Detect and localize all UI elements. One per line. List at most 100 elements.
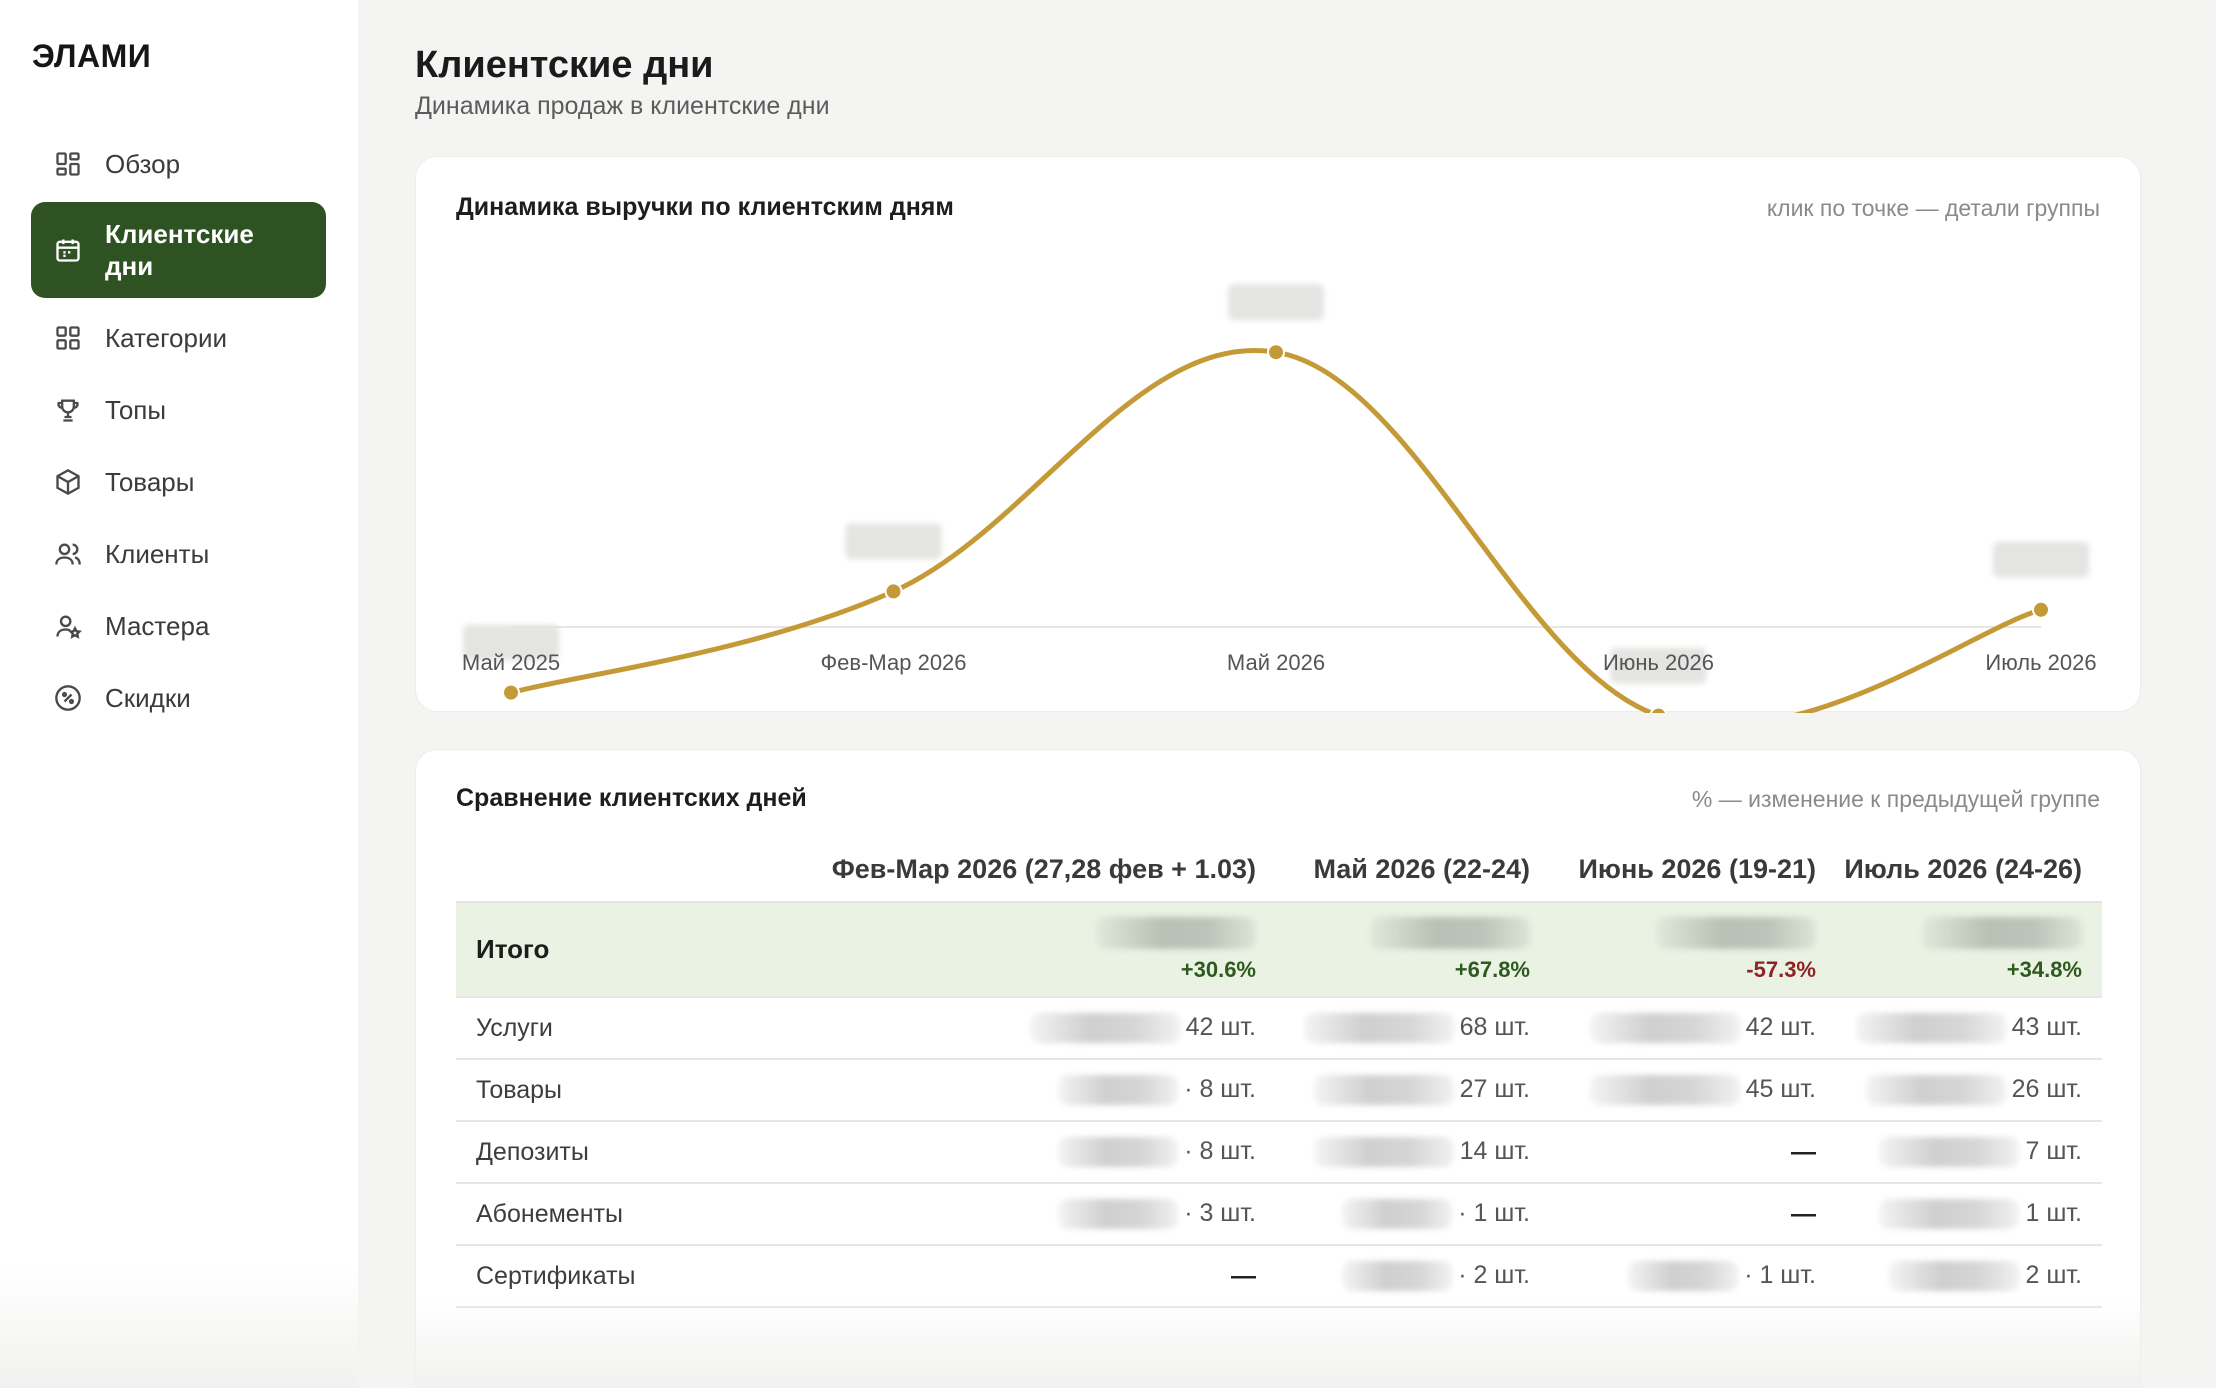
hidden-value bbox=[1058, 1137, 1179, 1168]
sidebar-item-discounts[interactable]: Скидки bbox=[31, 662, 326, 734]
quantity: 42 шт. bbox=[1745, 1012, 1816, 1041]
sidebar-item-label: Категории bbox=[105, 322, 227, 353]
table-row-total: Итого +30.6% +67.8% -57.3% +34.8% bbox=[456, 902, 2102, 998]
quantity: · 3 шт. bbox=[1184, 1198, 1256, 1227]
sidebar-item-products[interactable]: Товары bbox=[31, 446, 326, 518]
sidebar-item-label: Клиентские дни bbox=[105, 219, 254, 281]
table-cell: 42 шт. bbox=[792, 997, 1276, 1060]
table-cell: · 8 шт. bbox=[792, 1059, 1276, 1122]
data-point[interactable] bbox=[2032, 600, 2050, 619]
chart-card-hint: клик по точке — детали группы bbox=[1766, 195, 2100, 221]
sidebar-item-tops[interactable]: Топы bbox=[31, 374, 326, 446]
page-subtitle: Динамика продаж в клиентские дни bbox=[415, 92, 830, 120]
quantity: · 8 шт. bbox=[1184, 1136, 1256, 1165]
table-cell: 45 шт. bbox=[1550, 1059, 1836, 1122]
grid-icon bbox=[53, 323, 83, 353]
table-cell: 1 шт. bbox=[1836, 1183, 2102, 1246]
sidebar: ЭЛАМИ Обзор Клиентские дни Категории Топ… bbox=[0, 0, 358, 1388]
data-point[interactable] bbox=[1649, 706, 1668, 713]
sidebar-item-label: Товары bbox=[105, 466, 195, 497]
box-icon bbox=[53, 467, 83, 497]
sidebar-item-label: Скидки bbox=[105, 682, 191, 713]
quantity: · 2 шт. bbox=[1458, 1260, 1530, 1289]
quantity: 68 шт. bbox=[1459, 1012, 1530, 1041]
table-row: Товары · 8 шт. 27 шт. 45 шт. 26 шт. bbox=[456, 1059, 2102, 1122]
empty-dash: — bbox=[1791, 1137, 1816, 1166]
hidden-value-label bbox=[1610, 647, 1707, 684]
sidebar-item-clients[interactable]: Клиенты bbox=[31, 518, 326, 590]
table-cell: 14 шт. bbox=[1276, 1121, 1550, 1184]
empty-dash: — bbox=[1791, 1199, 1816, 1228]
sidebar-item-label: Мастера bbox=[105, 610, 210, 641]
bottom-fade bbox=[415, 1298, 2141, 1388]
row-label: Товары bbox=[456, 1059, 792, 1122]
hidden-value bbox=[1342, 1261, 1453, 1292]
data-point[interactable] bbox=[502, 683, 520, 702]
sidebar-item-label: Клиенты bbox=[105, 538, 210, 569]
user-star-icon bbox=[53, 611, 83, 641]
row-label: Итого bbox=[456, 902, 792, 998]
sidebar-item-client-days[interactable]: Клиентские дни bbox=[31, 202, 326, 298]
table-cell: 2 шт. bbox=[1836, 1245, 2102, 1308]
x-tick-label: Июль 2026 bbox=[1985, 650, 2096, 675]
hidden-value-label bbox=[463, 624, 559, 661]
hidden-value bbox=[1889, 1261, 2020, 1292]
hidden-value bbox=[1922, 916, 2082, 949]
hidden-value bbox=[1096, 916, 1256, 949]
quantity: 42 шт. bbox=[1185, 1012, 1256, 1041]
hidden-value bbox=[1656, 916, 1816, 949]
hidden-value-label bbox=[1228, 284, 1324, 321]
sidebar-item-categories[interactable]: Категории bbox=[31, 302, 326, 374]
users-icon bbox=[53, 539, 83, 569]
table-cell: 42 шт. bbox=[1550, 997, 1836, 1060]
data-point[interactable] bbox=[884, 582, 903, 601]
chart-card-title: Динамика выручки по клиентским дням bbox=[456, 193, 954, 221]
table-cell: 27 шт. bbox=[1276, 1059, 1550, 1122]
sidebar-item-masters[interactable]: Мастера bbox=[31, 590, 326, 662]
revenue-chart-card: Динамика выручки по клиентским дням клик… bbox=[415, 156, 2141, 713]
quantity: 7 шт. bbox=[2025, 1136, 2082, 1165]
quantity: 27 шт. bbox=[1459, 1074, 1530, 1103]
table-row: Абонементы · 3 шт. · 1 шт. — 1 шт. bbox=[456, 1183, 2102, 1246]
change-percent: +67.8% bbox=[1454, 956, 1530, 982]
table-cell: · 1 шт. bbox=[1276, 1183, 1550, 1246]
table-cell: · 8 шт. bbox=[792, 1121, 1276, 1184]
sidebar-item-label: Топы bbox=[105, 394, 167, 425]
sidebar-item-label: Обзор bbox=[105, 148, 181, 179]
data-point[interactable] bbox=[1267, 343, 1285, 362]
table-cell: · 1 шт. bbox=[1550, 1245, 1836, 1308]
table-cell: 43 шт. bbox=[1836, 997, 2102, 1060]
table-cell: — bbox=[1550, 1121, 1836, 1184]
quantity: 26 шт. bbox=[2011, 1074, 2082, 1103]
column-header: Май 2026 (22-24) bbox=[1276, 838, 1550, 903]
hidden-value bbox=[1303, 1013, 1454, 1044]
change-percent: -57.3% bbox=[1746, 956, 1816, 982]
x-tick-label: Май 2025 bbox=[462, 650, 560, 675]
change-percent: +34.8% bbox=[2006, 956, 2082, 982]
calendar-icon bbox=[53, 235, 83, 265]
x-tick-label: Июнь 2026 bbox=[1603, 650, 1714, 675]
empty-dash: — bbox=[1231, 1261, 1256, 1290]
quantity: 1 шт. bbox=[2025, 1198, 2082, 1227]
row-label: Депозиты bbox=[456, 1121, 792, 1184]
total-cell: +34.8% bbox=[1836, 902, 2102, 998]
quantity: 14 шт. bbox=[1459, 1136, 1530, 1165]
hidden-value bbox=[1313, 1137, 1454, 1168]
sidebar-item-overview[interactable]: Обзор bbox=[31, 128, 326, 200]
x-tick-label: Май 2026 bbox=[1227, 650, 1325, 675]
table-row: Депозиты · 8 шт. 14 шт. — 7 шт. bbox=[456, 1121, 2102, 1184]
hidden-value bbox=[1058, 1075, 1179, 1106]
comparison-table: Фев-Мар 2026 (27,28 фев + 1.03) Май 2026… bbox=[456, 838, 2102, 1308]
table-card-hint: % — изменение к предыдущей группе bbox=[1691, 786, 2100, 812]
table-cell: 26 шт. bbox=[1836, 1059, 2102, 1122]
quantity: · 1 шт. bbox=[1744, 1260, 1816, 1289]
change-percent: +30.6% bbox=[1180, 956, 1256, 982]
hidden-value bbox=[1879, 1199, 2020, 1230]
hidden-value bbox=[1029, 1013, 1180, 1044]
dashboard-icon bbox=[53, 149, 83, 179]
page-title: Клиентские дни bbox=[415, 44, 714, 86]
hidden-value bbox=[1342, 1199, 1453, 1230]
x-tick-label: Фев-Мар 2026 bbox=[820, 650, 966, 675]
table-row: Услуги 42 шт. 68 шт. 42 шт. 43 шт. bbox=[456, 997, 2102, 1060]
table-cell: — bbox=[1550, 1183, 1836, 1246]
